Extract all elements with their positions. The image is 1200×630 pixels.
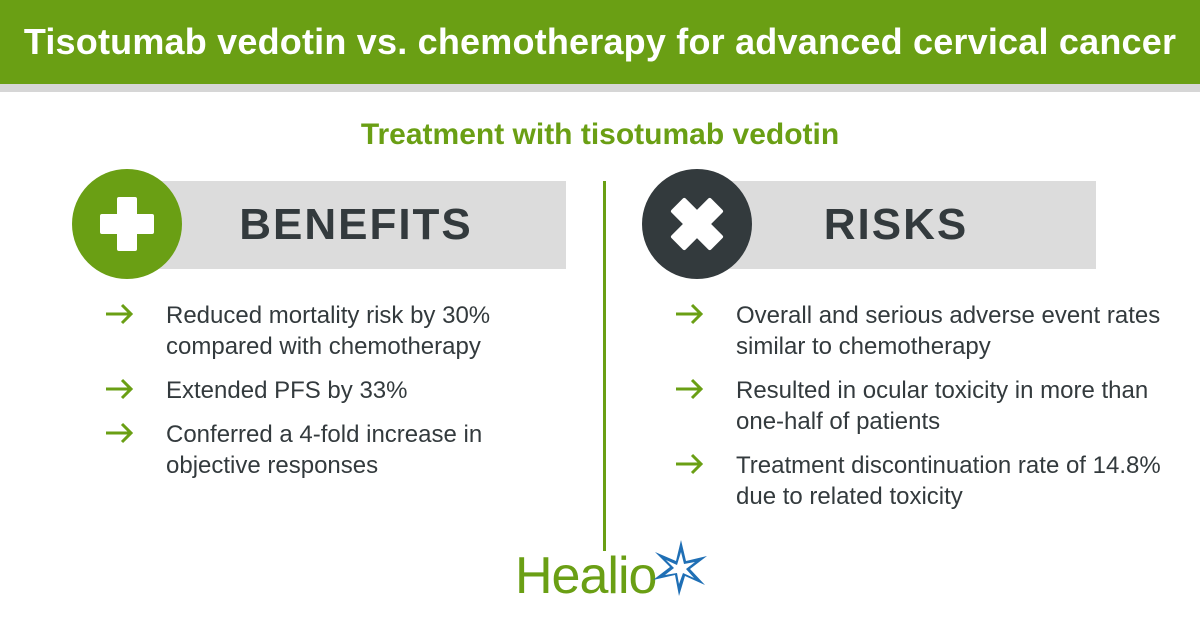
risks-heading: RISKS [823,200,969,249]
page-title: Tisotumab vedotin vs. chemotherapy for a… [23,21,1177,62]
arrow-right-icon [676,303,704,325]
benefits-heading: BENEFITS [239,200,473,249]
title-banner: Tisotumab vedotin vs. chemotherapy for a… [0,0,1200,84]
risk-text: Resulted in ocular toxicity in more than… [736,377,1149,435]
list-item: Treatment discontinuation rate of 14.8% … [674,450,1184,512]
arrow-right-icon [106,378,134,400]
list-item: Conferred a 4-fold increase in objective… [104,419,574,481]
list-item: Resulted in ocular toxicity in more than… [674,375,1184,437]
benefit-text: Conferred a 4-fold increase in objective… [166,421,483,479]
healio-logo: Healio [515,538,725,610]
list-item: Overall and serious adverse event rates … [674,300,1184,362]
cross-icon [642,169,752,279]
arrow-right-icon [106,303,134,325]
arrow-right-icon [676,378,704,400]
section-subtitle: Treatment with tisotumab vedotin [360,118,840,151]
risks-list: Overall and serious adverse event rates … [674,300,1184,525]
banner-divider [0,84,1200,92]
risk-text: Treatment discontinuation rate of 14.8% … [736,452,1161,510]
benefit-text: Reduced mortality risk by 30% compared w… [166,302,491,360]
list-item: Reduced mortality risk by 30% compared w… [104,300,574,362]
arrow-right-icon [106,422,134,444]
risks-header: RISKS [696,181,1096,269]
plus-icon [72,169,182,279]
benefits-list: Reduced mortality risk by 30% compared w… [104,300,574,494]
column-divider [603,181,606,551]
list-item: Extended PFS by 33% [104,375,574,406]
arrow-right-icon [676,453,704,475]
star-icon [653,540,707,596]
risk-text: Overall and serious adverse event rates … [736,302,1161,360]
benefit-text: Extended PFS by 33% [166,377,408,404]
logo-wordmark: Healio [515,547,657,605]
benefits-header: BENEFITS [126,181,566,269]
